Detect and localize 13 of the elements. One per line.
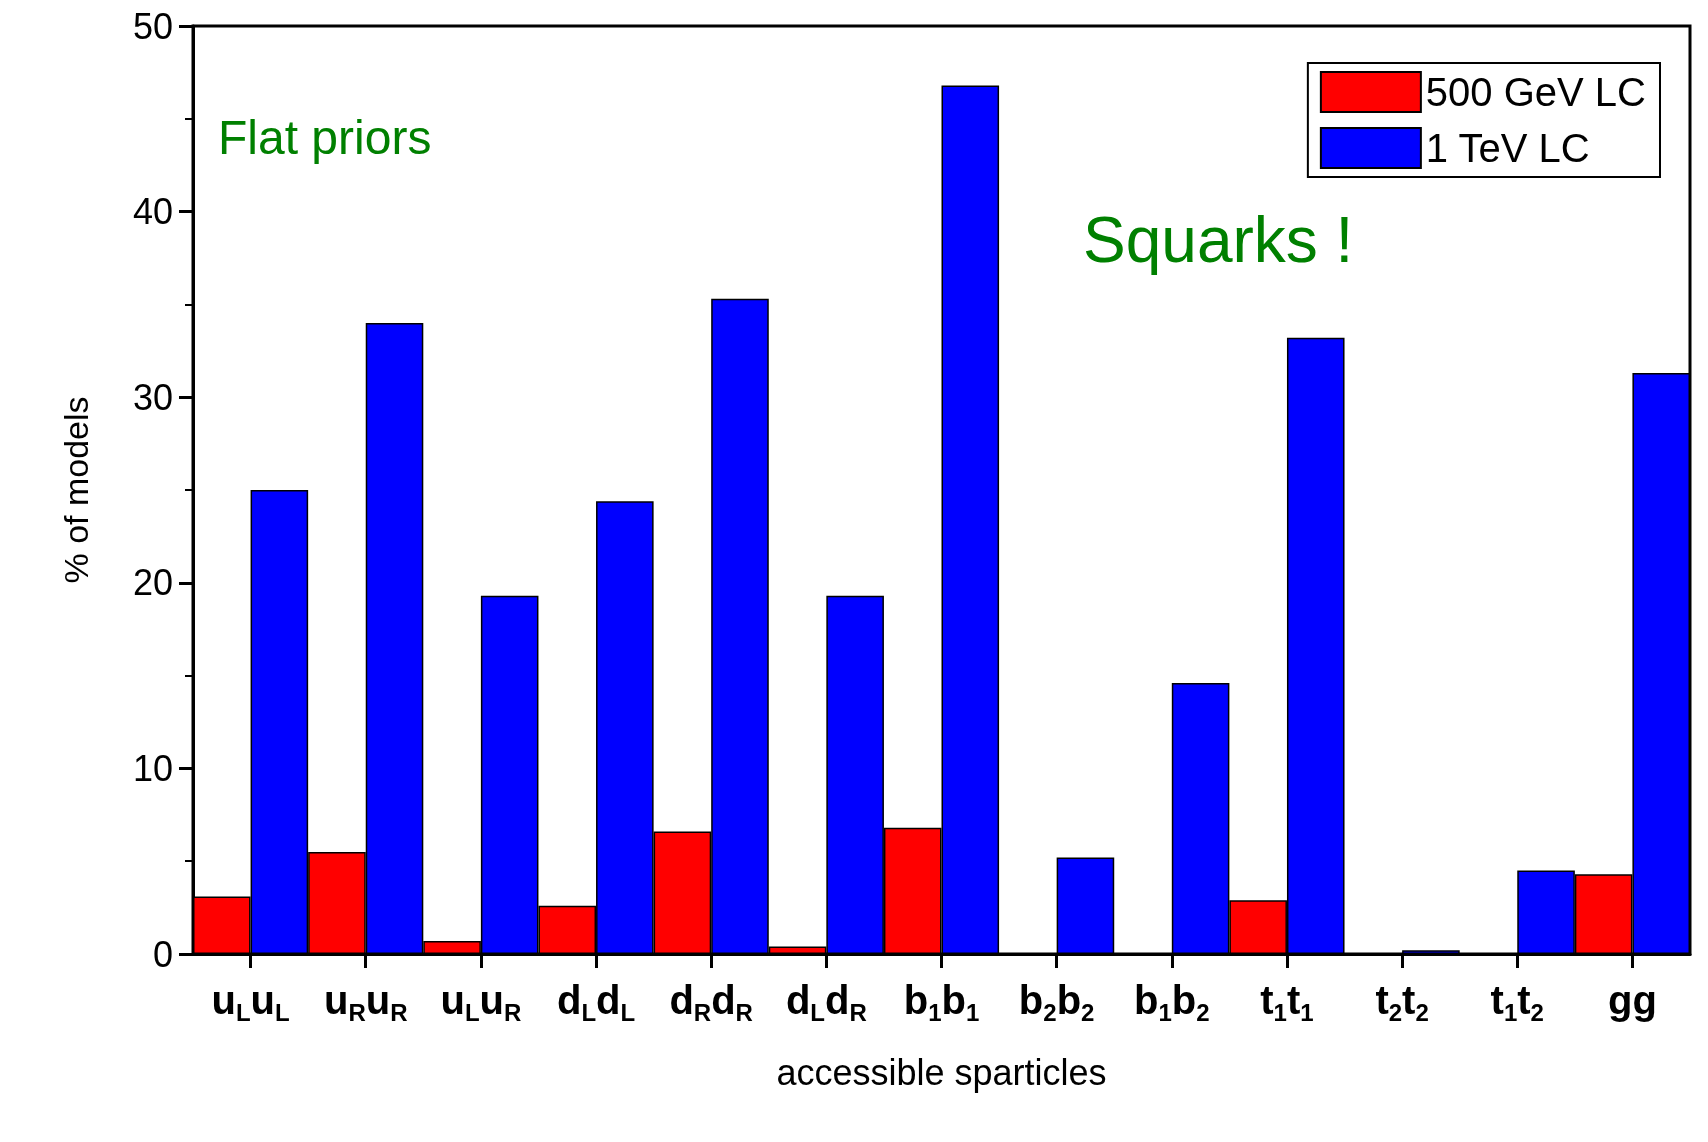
x-axis-title: accessible sparticles (776, 1051, 1107, 1093)
legend-label: 1 TeV LC (1425, 126, 1590, 170)
y-tick-label: 0 (152, 933, 173, 975)
y-tick-label: 30 (132, 376, 173, 418)
y-tick-label: 10 (132, 747, 173, 789)
annotation: Squarks ! (1083, 204, 1354, 276)
x-tick-label: gg (1607, 978, 1657, 1022)
y-tick-label: 50 (132, 5, 173, 47)
y-tick-label: 20 (132, 562, 173, 604)
y-axis-title: % of models (57, 396, 95, 584)
annotation: Flat priors (218, 110, 432, 164)
legend-label: 500 GeV LC (1425, 70, 1646, 114)
y-tick-label: 40 (132, 191, 173, 233)
